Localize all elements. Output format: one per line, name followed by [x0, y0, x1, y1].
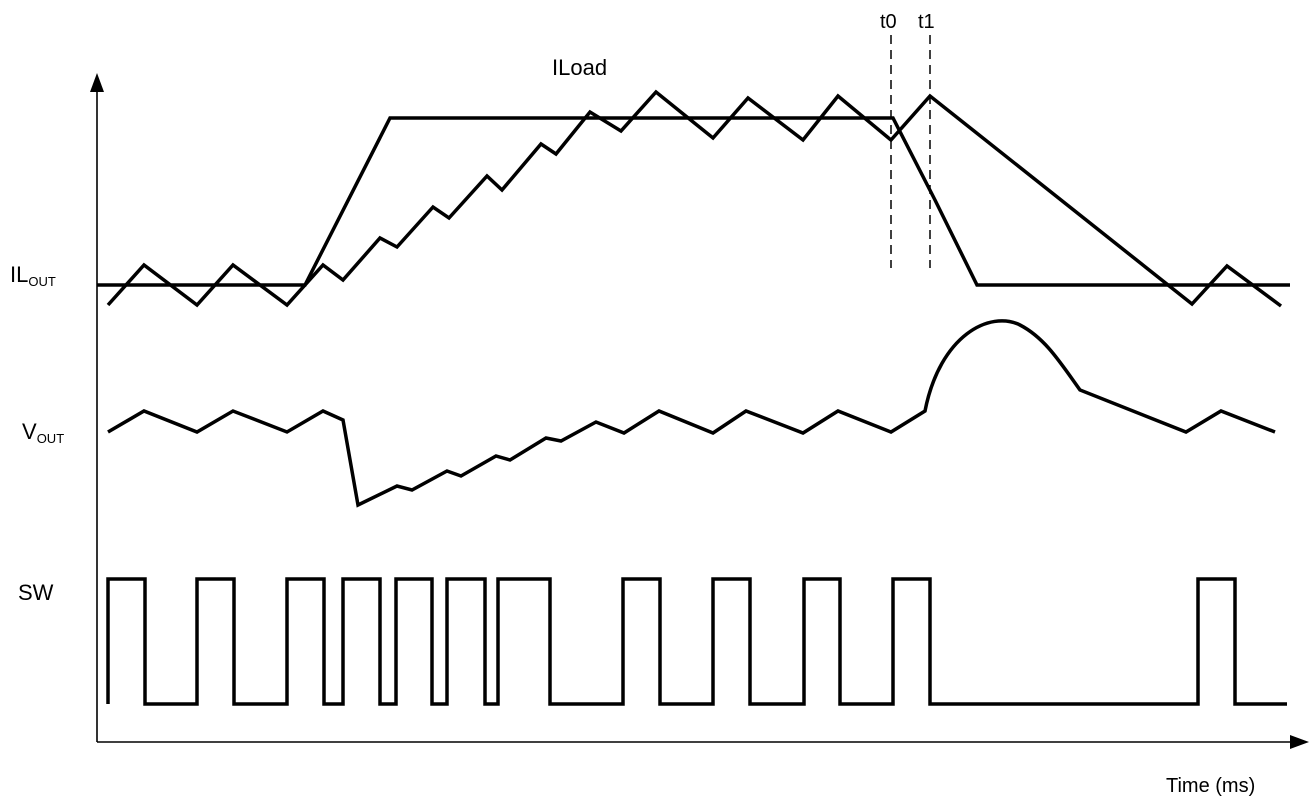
- time-axis-label: Time (ms): [1166, 775, 1255, 797]
- axes: [90, 73, 1309, 749]
- sw-waveform: [106, 577, 1287, 706]
- t0-label: t0: [880, 11, 897, 33]
- v-out-waveform: [107, 319, 1276, 508]
- signal-labels: ILOUT VOUT SW ILoad t0 t1 Time (ms): [10, 11, 1255, 797]
- il-out-label: ILOUT: [10, 262, 56, 289]
- v-out-label-sub: OUT: [37, 431, 65, 446]
- il-out-label-main: IL: [10, 262, 28, 287]
- v-out-label: VOUT: [22, 419, 64, 446]
- y-axis-arrow-icon: [90, 73, 104, 92]
- x-axis-arrow-icon: [1290, 735, 1309, 749]
- t1-label: t1: [918, 11, 935, 33]
- time-markers: [890, 35, 931, 268]
- iload-waveform: [97, 116, 1290, 287]
- iload-label: ILoad: [552, 55, 607, 80]
- sw-label: SW: [18, 580, 54, 605]
- v-out-label-main: V: [22, 419, 37, 444]
- il-out-label-sub: OUT: [28, 274, 56, 289]
- il-out-waveform: [106, 89, 1283, 308]
